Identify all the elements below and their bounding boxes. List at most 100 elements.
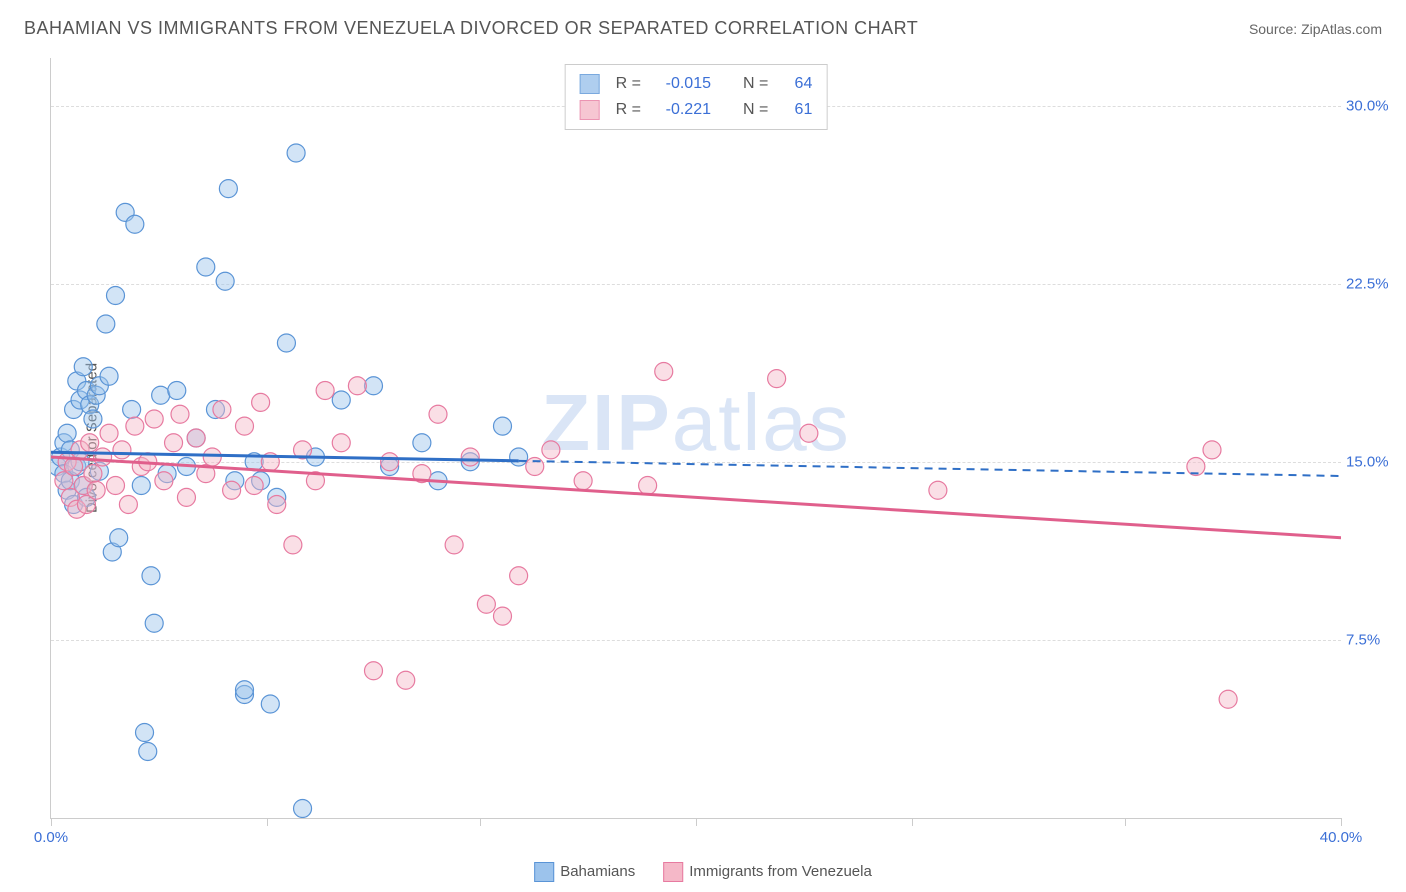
data-point [110, 529, 128, 547]
data-point [145, 410, 163, 428]
data-point [526, 458, 544, 476]
data-point [145, 614, 163, 632]
data-point [413, 434, 431, 452]
data-point [542, 441, 560, 459]
data-point [316, 382, 334, 400]
x-tick [912, 818, 913, 826]
data-point [306, 472, 324, 490]
legend-swatch [580, 100, 600, 120]
y-tick-label: 15.0% [1346, 453, 1401, 470]
data-point [103, 543, 121, 561]
trend-line [51, 457, 1341, 538]
data-point [65, 496, 83, 514]
data-point [107, 477, 125, 495]
data-point [639, 477, 657, 495]
scatter-svg [51, 58, 1341, 818]
data-point [236, 417, 254, 435]
data-point [252, 393, 270, 411]
data-point [203, 448, 221, 466]
data-point [61, 441, 79, 459]
data-point [197, 465, 215, 483]
chart-title: BAHAMIAN VS IMMIGRANTS FROM VENEZUELA DI… [24, 18, 918, 39]
data-point [287, 144, 305, 162]
data-point [348, 377, 366, 395]
data-point [574, 472, 592, 490]
data-point [306, 448, 324, 466]
gridline-h [51, 640, 1341, 641]
data-point [119, 496, 137, 514]
source-link[interactable]: ZipAtlas.com [1301, 21, 1382, 37]
data-point [165, 434, 183, 452]
r-value: -0.015 [651, 71, 711, 97]
legend-stat-row: R =-0.221N =61 [580, 97, 813, 123]
data-point [116, 203, 134, 221]
data-point [136, 724, 154, 742]
data-point [461, 448, 479, 466]
series-legend: Bahamians Immigrants from Venezuela [534, 862, 872, 882]
gridline-h [51, 462, 1341, 463]
legend-label: Bahamians [560, 863, 635, 880]
data-point [445, 536, 463, 554]
data-point [100, 424, 118, 442]
data-point [768, 370, 786, 388]
data-point [477, 595, 495, 613]
data-point [107, 287, 125, 305]
data-point [187, 429, 205, 447]
plot-area: ZIPatlas Divorced or Separated R =-0.015… [50, 58, 1341, 819]
data-point [51, 458, 66, 476]
data-point [284, 536, 302, 554]
x-tick-label: 40.0% [1320, 829, 1363, 846]
data-point [132, 458, 150, 476]
data-point [187, 429, 205, 447]
data-point [332, 434, 350, 452]
data-point [365, 377, 383, 395]
x-tick-label: 0.0% [34, 829, 68, 846]
data-point [397, 671, 415, 689]
data-point [929, 481, 947, 499]
data-point [113, 441, 131, 459]
data-point [171, 405, 189, 423]
data-point [216, 272, 234, 290]
data-point [65, 401, 83, 419]
legend-swatch [580, 74, 600, 94]
data-point [206, 401, 224, 419]
data-point [65, 458, 83, 476]
data-point [55, 465, 73, 483]
x-tick [1125, 818, 1126, 826]
data-point [126, 215, 144, 233]
data-point [1187, 458, 1205, 476]
chart-source: Source: ZipAtlas.com [1249, 21, 1382, 37]
data-point [413, 465, 431, 483]
data-point [332, 391, 350, 409]
data-point [213, 401, 231, 419]
x-tick [267, 818, 268, 826]
trend-line [51, 452, 519, 461]
y-tick-label: 22.5% [1346, 275, 1401, 292]
legend-label: Immigrants from Venezuela [689, 863, 872, 880]
x-tick [696, 818, 697, 826]
data-point [1203, 441, 1221, 459]
data-point [126, 417, 144, 435]
data-point [429, 405, 447, 423]
legend-swatch [663, 862, 683, 882]
x-tick [51, 818, 52, 826]
data-point [142, 567, 160, 585]
data-point [1219, 690, 1237, 708]
x-tick [480, 818, 481, 826]
data-point [177, 488, 195, 506]
data-point [655, 363, 673, 381]
data-point [245, 477, 263, 495]
data-point [123, 401, 141, 419]
legend-swatch [534, 862, 554, 882]
data-point [139, 743, 157, 761]
trend-line-dashed [519, 461, 1341, 476]
data-point [510, 448, 528, 466]
data-point [219, 180, 237, 198]
data-point [100, 367, 118, 385]
data-point [236, 686, 254, 704]
data-point [168, 382, 186, 400]
chart-container: ZIPatlas Divorced or Separated R =-0.015… [50, 58, 1370, 848]
data-point [97, 315, 115, 333]
data-point [252, 472, 270, 490]
data-point [381, 458, 399, 476]
